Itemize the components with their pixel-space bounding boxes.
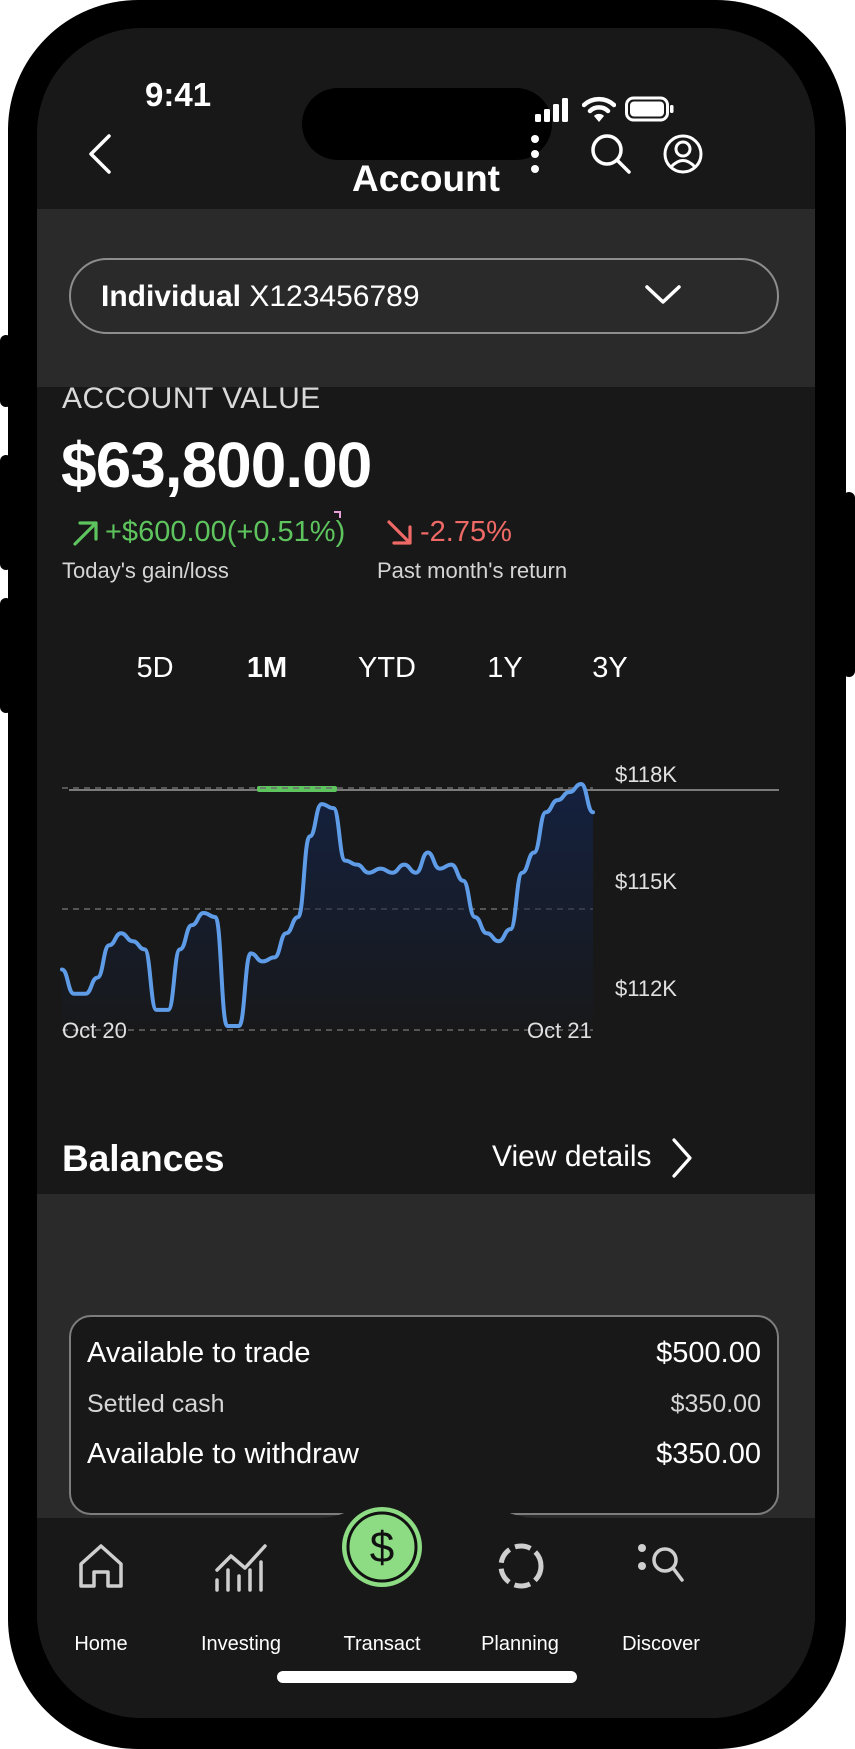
balance-row-value: $350.00: [670, 1390, 761, 1418]
account-selector-text: Individual X123456789: [101, 280, 420, 314]
tab-5d[interactable]: 5D: [136, 652, 174, 684]
y-tick-label: $118K: [615, 762, 677, 787]
bottom-nav: Home Investing $ Transact: [37, 1490, 815, 1718]
tab-1m[interactable]: 1M: [246, 652, 288, 684]
more-vertical-icon[interactable]: [525, 132, 545, 176]
nav-label: Investing: [200, 1633, 282, 1655]
nav-label: Transact: [343, 1633, 421, 1655]
arrow-up-right-icon: [73, 521, 98, 546]
account-selector[interactable]: Individual X123456789: [69, 258, 779, 334]
page-title: Account: [352, 158, 500, 199]
month-return-label: Past month's return: [377, 558, 568, 583]
volume-down-button: [0, 598, 12, 713]
status-time: 9:41: [145, 76, 212, 113]
home-indicator: [277, 1671, 577, 1683]
account-type: Individual: [101, 280, 242, 313]
y-tick-label: $112K: [615, 976, 677, 1001]
balances-title: Balances: [62, 1138, 225, 1179]
month-return-value: -2.75%: [420, 516, 512, 548]
investing-chart-icon: [215, 1544, 267, 1592]
nav-label: Home: [74, 1633, 128, 1655]
tab-3y[interactable]: 3Y: [592, 652, 628, 684]
balance-row-value: $350.00: [656, 1438, 761, 1470]
balance-row-label: Settled cash: [87, 1390, 225, 1418]
chart-line-series: [60, 781, 595, 1028]
today-gain-label: Today's gain/loss: [62, 558, 229, 583]
nav-label: Discover: [622, 1633, 700, 1655]
active-tab-indicator: [257, 786, 337, 792]
account-selector-band: [37, 209, 815, 387]
account-number: X123456789: [249, 280, 420, 313]
nav-discover[interactable]: Discover: [586, 1518, 736, 1668]
wifi-icon: [582, 96, 616, 122]
mute-switch: [0, 335, 12, 407]
volume-up-button: [0, 455, 12, 570]
home-icon: [79, 1544, 123, 1588]
y-tick-label: $115K: [615, 869, 677, 894]
view-details-link[interactable]: View details: [492, 1140, 652, 1173]
account-value: $63,800.00: [61, 429, 372, 501]
chevron-right-icon[interactable]: [669, 1136, 695, 1180]
balance-row-value: $500.00: [656, 1337, 761, 1369]
chart-area-fill: [62, 783, 593, 1030]
svg-text:$: $: [370, 1523, 394, 1572]
discover-search-icon: [638, 1544, 684, 1582]
account-value-label: ACCOUNT VALUE: [62, 382, 321, 415]
profile-icon[interactable]: [661, 132, 705, 176]
footnote-marker-icon: [334, 511, 341, 518]
balance-row-label: Available to trade: [87, 1337, 311, 1369]
nav-notch: [37, 1490, 815, 1538]
app-screen: 9:41 Account: [37, 28, 815, 1718]
tab-1y[interactable]: 1Y: [487, 652, 523, 684]
tabs-divider: [69, 789, 779, 791]
dollar-icon: $: [342, 1507, 422, 1587]
back-chevron-icon[interactable]: [85, 132, 115, 176]
cellular-signal-icon: [535, 98, 568, 122]
arrow-down-right-icon: [387, 520, 412, 545]
nav-home[interactable]: Home: [37, 1518, 176, 1668]
x-start-label: Oct 20: [62, 1018, 127, 1043]
search-icon[interactable]: [589, 132, 633, 176]
planning-circle-icon: [498, 1543, 544, 1589]
nav-investing[interactable]: Investing: [166, 1518, 316, 1668]
power-button: [843, 492, 855, 677]
x-end-label: Oct 21: [527, 1018, 592, 1043]
balances-card: Available to trade $500.00 Settled cash …: [69, 1315, 779, 1515]
dynamic-island: [302, 88, 552, 160]
balance-row-label: Available to withdraw: [87, 1438, 359, 1470]
performance-chart[interactable]: [37, 728, 815, 1088]
nav-transact[interactable]: $ Transact: [307, 1507, 457, 1668]
nav-label: Planning: [481, 1633, 559, 1655]
battery-icon: [625, 96, 674, 122]
today-gain-value: +$600.00(+0.51%): [105, 516, 346, 548]
nav-planning[interactable]: Planning: [445, 1518, 595, 1668]
chevron-down-icon: [645, 285, 681, 304]
tab-ytd[interactable]: YTD: [358, 652, 416, 684]
